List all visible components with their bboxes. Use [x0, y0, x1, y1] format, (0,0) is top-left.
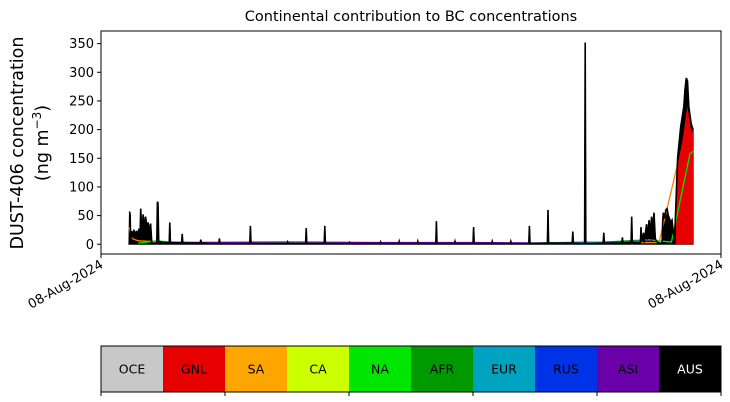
y-axis-label-line1: DUST-406 concentration [8, 37, 28, 250]
y-tick-label: 50 [77, 209, 94, 224]
legend-label-rus: RUS [553, 362, 579, 377]
y-axis-label: DUST-406 concentration (ng m−3) [8, 37, 53, 250]
series-line-total [128, 42, 694, 245]
legend-swatch-sa [225, 346, 287, 392]
y-axis-label-line2: (ng m−3) [30, 105, 53, 181]
legend-swatch-ca [287, 346, 349, 392]
y-tick-label: 0 [86, 238, 94, 253]
series-line-asi [156, 240, 653, 244]
y-axis-ticks: 0 50 100 150 200 250 300 350 [69, 37, 101, 253]
chart-title: Continental contribution to BC concentra… [245, 9, 577, 25]
y-tick-label: 200 [69, 123, 94, 138]
legend-swatch-eur [473, 346, 535, 392]
plot-frame [100, 30, 722, 255]
legend-swatch-na [349, 346, 411, 392]
legend-swatch-gnl [163, 346, 225, 392]
legend-label-sa: SA [248, 362, 265, 377]
legend-label-ca: CA [309, 362, 327, 377]
x-axis-ticks: 08-Aug-2024 08-Aug-2024 [26, 254, 726, 313]
series-line-na [138, 150, 694, 244]
y-tick-label: 300 [69, 66, 94, 81]
y-tick-label: 250 [69, 94, 94, 109]
x-tick-label: 08-Aug-2024 [646, 257, 726, 312]
y-axis-unit-suffix: ) [33, 105, 53, 112]
y-tick-label: 100 [69, 180, 94, 195]
legend-label-oce: OCE [119, 362, 146, 377]
legend-swatch-asi [597, 346, 659, 392]
x-tick-label: 08-Aug-2024 [26, 257, 106, 312]
legend-swatch-aus [659, 346, 721, 392]
region-legend: OCE GNL SA CA NA AFR EUR RUS ASI AUS [100, 345, 722, 396]
legend-label-na: NA [371, 362, 389, 377]
legend-label-afr: AFR [430, 362, 455, 377]
legend-label-aus: AUS [677, 362, 703, 377]
legend-swatch-oce [101, 346, 163, 392]
y-tick-label: 150 [69, 152, 94, 167]
series-area-gnl [675, 106, 694, 245]
y-axis-unit-exponent: −3 [30, 112, 44, 130]
legend-label-eur: EUR [491, 362, 517, 377]
y-axis-unit-prefix: (ng m [33, 129, 53, 181]
legend-label-gnl: GNL [181, 362, 207, 377]
series-area-aus [128, 42, 694, 245]
legend-label-asi: ASI [618, 362, 638, 377]
series-layer [128, 42, 694, 245]
y-tick-label: 350 [69, 37, 94, 52]
series-line-oce [128, 163, 679, 244]
legend-swatch-rus [535, 346, 597, 392]
legend-swatch-afr [411, 346, 473, 392]
legend-frame [100, 345, 722, 393]
